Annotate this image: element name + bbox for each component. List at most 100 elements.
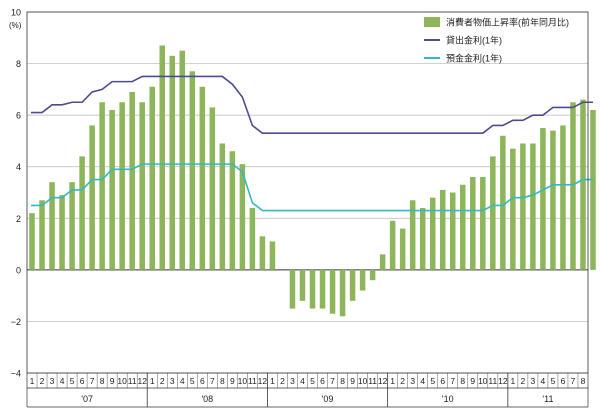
cpi-bar [369, 269, 376, 281]
cpi-bar [349, 269, 356, 301]
legend-label-lending: 貸出金利(1年) [446, 35, 502, 46]
x-month-label: 1 [390, 376, 395, 386]
cpi-bar [139, 102, 145, 270]
x-month-label: 11 [128, 376, 137, 386]
cpi-bar [89, 125, 95, 270]
cpi-bar [29, 213, 35, 270]
cpi-bar [429, 197, 436, 270]
legend-swatch-cpi [424, 17, 440, 27]
cpi-bar [359, 269, 366, 291]
cpi-bar [500, 135, 506, 270]
y-tick-label: 8 [16, 59, 21, 69]
cpi-bar [339, 269, 346, 317]
x-month-label: 2 [400, 376, 405, 386]
x-month-label: 7 [571, 376, 576, 386]
x-year-label: '08 [201, 394, 213, 404]
x-month-label: 3 [50, 376, 55, 386]
cpi-bar [209, 107, 216, 270]
legend: 消費者物価上昇率(前年同月比) 貸出金利(1年) 預金金利(1年) [424, 17, 569, 64]
cpi-bar [590, 109, 596, 270]
cpi-bar [550, 130, 556, 270]
deposit-rate-line [31, 163, 594, 212]
x-month-label: 9 [230, 376, 235, 386]
bar-layer [29, 45, 596, 317]
cpi-bar [269, 241, 276, 270]
x-year-label: '10 [442, 394, 454, 404]
x-month-label: 12 [137, 376, 147, 386]
cpi-bar [480, 177, 486, 270]
cpi-bar [510, 148, 516, 270]
cpi-bar [409, 200, 416, 270]
x-month-label: 7 [450, 376, 455, 386]
cpi-bar [119, 102, 125, 270]
cpi-bar [149, 86, 155, 270]
cpi-bar [329, 269, 336, 314]
x-month-label: 3 [531, 376, 536, 386]
x-month-label: 11 [248, 376, 257, 386]
cpi-bar [159, 45, 165, 270]
x-month-label: 6 [200, 376, 205, 386]
legend-label-cpi: 消費者物価上昇率(前年同月比) [446, 17, 569, 28]
x-month-label: 6 [561, 376, 566, 386]
x-month-label: 1 [150, 376, 155, 386]
x-month-label: 1 [510, 376, 515, 386]
line-layer [31, 75, 594, 212]
y-tick-label: 4 [16, 162, 21, 172]
cpi-bar [399, 228, 406, 270]
cpi-bar [49, 182, 55, 270]
x-month-label: 10 [117, 376, 127, 386]
x-month-label: 3 [410, 376, 415, 386]
x-month-label: 4 [541, 376, 546, 386]
x-month-label: 12 [378, 376, 388, 386]
cpi-bar [460, 184, 466, 270]
x-month-label: 8 [220, 376, 225, 386]
cpi-bar [189, 71, 196, 270]
x-month-label: 8 [460, 376, 465, 386]
x-month-label: 6 [440, 376, 445, 386]
x-month-label: 7 [90, 376, 95, 386]
x-month-label: 6 [320, 376, 325, 386]
x-month-label: 4 [60, 376, 65, 386]
x-month-label: 8 [100, 376, 105, 386]
lending-rate-line [31, 75, 594, 134]
cpi-bar [419, 207, 426, 270]
x-month-label: 5 [551, 376, 556, 386]
cpi-bar [530, 143, 536, 270]
x-month-label: 10 [358, 376, 368, 386]
cpi-bar [79, 156, 85, 270]
x-month-label: 8 [581, 376, 586, 386]
x-year-label: '07 [81, 394, 93, 404]
cpi-bar [219, 143, 226, 270]
y-unit-label: (%) [9, 21, 22, 30]
cpi-bar [239, 164, 246, 270]
cpi-bar [560, 125, 566, 270]
cpi-bar [169, 55, 176, 270]
x-month-label: 5 [70, 376, 75, 386]
cpi-bar [199, 86, 206, 270]
x-month-label: 7 [330, 376, 335, 386]
x-month-label: 2 [280, 376, 285, 386]
cpi-bar [179, 50, 186, 270]
cpi-bar [249, 207, 256, 270]
cpi-bar [570, 102, 576, 270]
x-month-label: 4 [420, 376, 425, 386]
y-tick-label: 6 [16, 111, 21, 121]
y-tick-label: −2 [11, 317, 21, 327]
y-tick-label: −4 [11, 369, 21, 379]
cpi-bar [309, 269, 316, 309]
legend-label-deposit: 預金金利(1年) [446, 53, 502, 64]
cpi-bar [299, 269, 306, 301]
x-month-label: 12 [498, 376, 508, 386]
cpi-bar [99, 102, 105, 270]
x-month-label: 4 [300, 376, 305, 386]
x-month-label: 8 [340, 376, 345, 386]
cpi-bar [69, 182, 75, 270]
x-month-label: 11 [488, 376, 497, 386]
cpi-bar [439, 189, 446, 270]
cpi-bar [580, 99, 586, 270]
cpi-bar [39, 200, 45, 270]
x-year-label: '09 [322, 394, 334, 404]
cpi-bar [540, 128, 546, 270]
x-month-label: 5 [430, 376, 435, 386]
